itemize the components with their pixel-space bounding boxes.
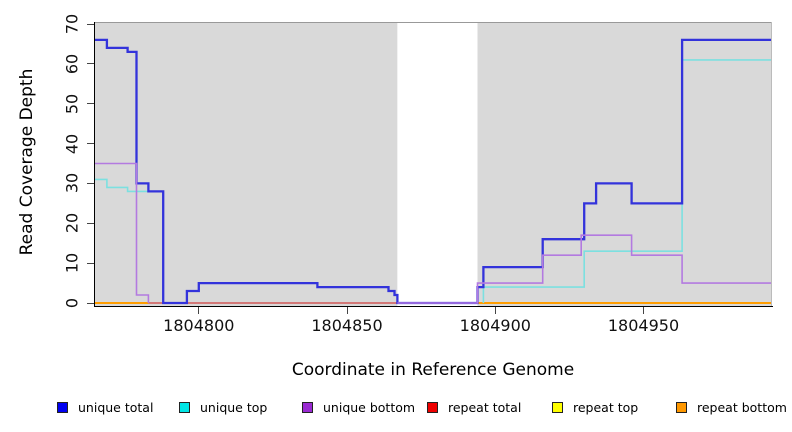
legend-swatch-icon (427, 402, 438, 413)
y-tick-label: 20 (62, 213, 82, 234)
x-tick-mark (198, 307, 200, 314)
plot-background (95, 22, 398, 307)
x-axis-title: Coordinate in Reference Genome (291, 360, 575, 380)
x-tick-mark (494, 307, 496, 314)
y-tick-label: 10 (62, 252, 82, 274)
legend-item-unique-bottom: unique bottom (302, 400, 415, 415)
y-tick-mark (87, 63, 94, 65)
y-tick-mark (87, 23, 94, 25)
series-unique-bottom (95, 162, 150, 303)
x-tick-label: 1804950 (607, 316, 680, 335)
y-tick-label: 50 (62, 93, 82, 114)
x-tick-label: 1804850 (311, 316, 383, 335)
legend-label: repeat total (448, 400, 522, 415)
x-tick-label: 1804800 (163, 316, 235, 335)
y-tick-mark (87, 262, 94, 264)
series-unique-bottom (397, 234, 771, 304)
plot-background (477, 22, 771, 307)
plot-area (95, 22, 772, 307)
x-tick-mark (643, 307, 644, 314)
y-tick-label: 60 (62, 53, 82, 75)
y-tick-mark (87, 222, 94, 224)
series-unique-total (95, 38, 771, 305)
x-tick-mark (346, 307, 348, 314)
y-tick-mark (87, 182, 94, 184)
legend-label: repeat bottom (697, 400, 787, 415)
legend-item-unique-top: unique top (179, 400, 267, 415)
legend-swatch-icon (57, 402, 68, 413)
y-tick-mark (87, 302, 94, 304)
y-axis-line (93, 22, 95, 306)
legend-swatch-icon (676, 402, 687, 413)
x-axis-line (93, 306, 773, 307)
legend-item-unique-total: unique total (57, 400, 153, 415)
coverage-gap-region (397, 22, 478, 307)
y-tick-label: 70 (62, 13, 82, 35)
y-axis-title: Read Coverage Depth (17, 68, 37, 256)
y-tick-mark (87, 143, 94, 145)
x-tick-label: 1804900 (459, 316, 531, 335)
legend-item-repeat-total: repeat total (427, 400, 521, 415)
y-tick-mark (87, 103, 94, 105)
y-tick-label: 30 (62, 173, 82, 194)
legend-label: repeat top (573, 400, 639, 415)
legend-swatch-icon (179, 402, 190, 413)
y-tick-label: 0 (62, 297, 82, 309)
legend-label: unique bottom (323, 400, 416, 415)
legend-item-repeat-top: repeat top (552, 400, 638, 415)
y-tick-label: 40 (62, 133, 82, 154)
legend-label: unique total (78, 400, 154, 415)
legend-swatch-icon (552, 402, 563, 413)
legend-item-repeat-bottom: repeat bottom (676, 400, 787, 415)
legend-label: unique top (200, 400, 268, 415)
legend-swatch-icon (302, 402, 313, 413)
